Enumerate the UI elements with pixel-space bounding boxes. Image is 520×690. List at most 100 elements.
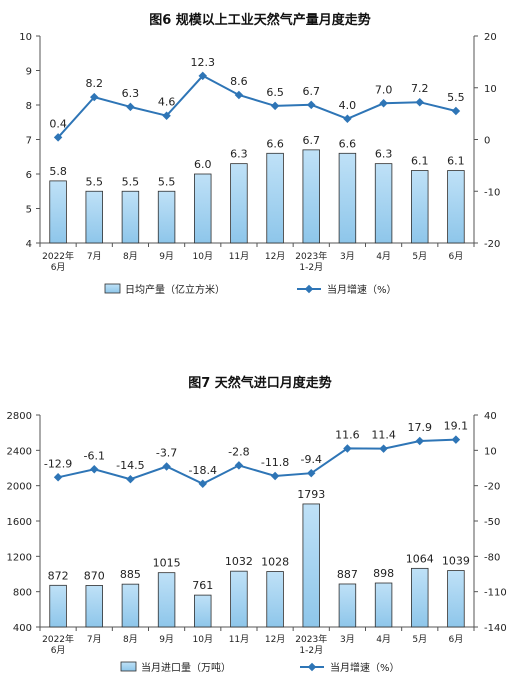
chart2-title: 图7 天然气进口月度走势 [188, 375, 332, 391]
chart2-right-tick-label: -80 [484, 552, 500, 563]
chart2-bar [302, 503, 320, 628]
chart1-category-label: 6月 [51, 262, 66, 273]
chart1-line-point [379, 99, 388, 108]
chart1-category-label: 6月 [449, 251, 464, 262]
chart2-bar [374, 582, 393, 628]
chart1-bar [374, 163, 393, 244]
chart1-right-tick-label: 10 [484, 84, 497, 95]
chart1-bar [447, 170, 465, 244]
chart1-category-label: 8月 [123, 251, 138, 262]
chart2-bar [338, 583, 357, 628]
chart1-right-tick-label: 20 [484, 32, 497, 43]
chart2-bar-value-label: 1039 [442, 555, 470, 568]
chart2-bar [447, 570, 465, 628]
chart1-category-label: 11月 [229, 251, 249, 262]
chart1-bar-value-label: 5.8 [49, 165, 67, 178]
chart1-category-label: 12月 [265, 251, 285, 262]
chart2-line-point [343, 444, 352, 453]
chart2-bar [411, 567, 429, 628]
chart2-bar-value-label: 885 [120, 568, 141, 581]
chart1-left-tick-label: 7 [26, 136, 32, 147]
chart2-bar-value-label: 1015 [153, 557, 181, 570]
chart2-legend-bar-label: 当月进口量（万吨） [141, 661, 231, 674]
chart1-line-value-label: 7.0 [375, 83, 393, 96]
chart2-bar-value-label: 1032 [225, 555, 253, 568]
chart2-left-tick-label: 2800 [7, 411, 32, 422]
chart2-bar-value-label: 887 [337, 568, 358, 581]
chart2-category-label: 5月 [412, 634, 427, 645]
chart2-right-tick-label: -50 [484, 517, 500, 528]
chart2-line-point [270, 471, 280, 481]
chart1-category-label: 3月 [340, 251, 355, 262]
chart2-bar-value-label: 761 [192, 579, 213, 592]
chart2-legend-bar-swatch [120, 661, 137, 672]
chart2-category-label: 2023年 [295, 633, 327, 645]
chart2-line-point [307, 468, 316, 478]
chart1-bar [194, 173, 212, 244]
chart1-category-label: 7月 [87, 251, 102, 262]
chart2-line-point [415, 436, 424, 446]
chart1-category-label: 5月 [412, 251, 427, 262]
chart2-line-point [53, 473, 63, 482]
chart1-title: 图6 规模以上工业天然气产量月度走势 [149, 12, 371, 28]
chart1-line-point [126, 102, 135, 112]
chart1-bar [230, 163, 248, 244]
chart1-left-tick-label: 9 [26, 67, 32, 78]
chart1-line-value-label: 5.5 [447, 91, 465, 104]
chart1-line-point [343, 114, 352, 124]
chart1-bar-value-label: 5.5 [158, 175, 176, 188]
chart2-right-tick-label: -110 [484, 588, 507, 599]
chart2-line-value-label: -14.5 [116, 459, 144, 472]
chart1-line-point [162, 111, 171, 120]
chart1-left-tick-label: 6 [26, 170, 32, 181]
chart2-bar [49, 584, 67, 628]
chart2-right-tick-label: -140 [484, 623, 507, 634]
chart1-category-label: 9月 [159, 251, 174, 262]
chart2-line-value-label: 17.9 [408, 421, 433, 434]
chart2-category-label: 2022年 [42, 633, 74, 645]
chart1-bar [266, 152, 284, 244]
chart1-line-value-label: 6.7 [303, 85, 321, 98]
chart1-bar [302, 149, 320, 244]
chart2-category-label: 9月 [159, 634, 174, 645]
chart2-line-value-label: -11.8 [261, 456, 289, 469]
chart2-category-label: 11月 [229, 634, 249, 645]
chart1-bar-value-label: 5.5 [122, 175, 140, 188]
chart1-bar-value-label: 6.7 [303, 134, 321, 147]
chart1-right-tick-label: 0 [484, 136, 490, 147]
chart2-category-label: 10月 [193, 634, 213, 645]
chart2-right-tick-label: 40 [484, 411, 497, 422]
chart2-line-value-label: 11.4 [371, 429, 396, 442]
chart1-line-point [90, 92, 99, 102]
chart1-bar-value-label: 6.3 [375, 148, 393, 161]
chart2-category-label: 3月 [340, 634, 355, 645]
chart2-left-tick-label: 1600 [7, 517, 32, 528]
chart2-bar-value-label: 870 [84, 569, 105, 582]
chart2-line-value-label: -2.8 [228, 445, 249, 458]
chart1-line-value-label: 7.2 [411, 82, 429, 95]
chart1-line-value-label: 8.6 [230, 75, 248, 88]
chart1-category-label: 2023年 [295, 250, 327, 262]
chart2-bar [157, 572, 176, 628]
chart1-line-point [415, 97, 424, 107]
chart2-bar [266, 571, 284, 628]
chart2-right-tick-label: 10 [484, 446, 497, 457]
chart1-category-label: 2022年 [42, 250, 74, 262]
chart2-line-value-label: 11.6 [335, 428, 360, 441]
chart1-line-point [198, 71, 207, 81]
chart2-category-label: 7月 [87, 634, 102, 645]
chart2-line-point [162, 462, 171, 471]
chart1-line-value-label: 4.6 [158, 96, 176, 109]
chart2-line-point [234, 461, 244, 470]
chart2-category-label: 6月 [51, 645, 66, 656]
chart1-line-value-label: 6.3 [122, 87, 140, 100]
chart2-category-label: 8月 [123, 634, 138, 645]
chart2-line-value-label: -18.4 [189, 464, 217, 477]
chart2-category-label: 1-2月 [299, 645, 323, 656]
chart2-line-point [126, 474, 135, 484]
chart1-bar-value-label: 6.1 [447, 155, 465, 168]
chart2-left-tick-label: 2000 [7, 482, 32, 493]
chart2-bar-value-label: 872 [48, 569, 69, 582]
chart1-category-label: 4月 [376, 251, 391, 262]
